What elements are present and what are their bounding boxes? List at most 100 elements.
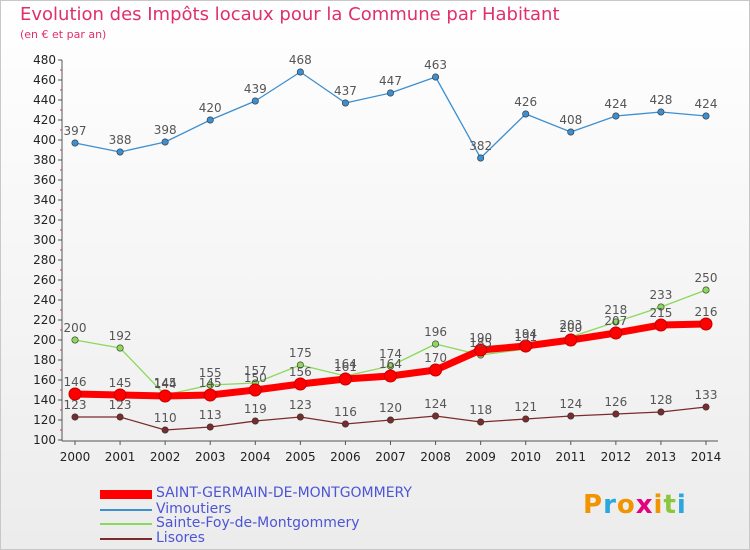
- data-point-3: [296, 413, 304, 421]
- data-point-1: [206, 116, 214, 124]
- data-label-3: 118: [469, 403, 492, 417]
- y-tick-label: 140: [33, 393, 56, 407]
- data-point-1: [341, 99, 349, 107]
- x-tick-label: 2000: [60, 450, 91, 464]
- y-tick-label: 100: [33, 433, 56, 447]
- y-tick-label: 200: [33, 333, 56, 347]
- data-label-3: 124: [559, 397, 582, 411]
- data-label-2: 164: [334, 357, 357, 371]
- data-point-0: [609, 326, 623, 340]
- data-label-3: 116: [334, 405, 357, 419]
- legend-label-saint-germain: SAINT-GERMAIN-DE-MONTGOMMERY: [156, 485, 412, 501]
- x-tick-label: 2011: [556, 450, 587, 464]
- data-point-0: [564, 333, 578, 347]
- data-label-0: 161: [334, 360, 357, 374]
- data-label-1: 388: [109, 133, 132, 147]
- logo-letter: i: [653, 490, 664, 520]
- data-label-1: 439: [244, 82, 267, 96]
- data-label-2: 250: [695, 271, 718, 285]
- data-label-3: 113: [199, 408, 222, 422]
- data-point-1: [161, 138, 169, 146]
- data-label-1: 437: [334, 84, 357, 98]
- legend-swatch-saint-germain: [100, 490, 152, 499]
- data-label-0: 207: [604, 314, 627, 328]
- data-point-1: [251, 97, 259, 105]
- data-label-1: 382: [469, 139, 492, 153]
- data-label-0: 216: [695, 305, 718, 319]
- x-tick-label: 2013: [646, 450, 677, 464]
- data-label-2: 218: [604, 303, 627, 317]
- legend-swatch-sainte-foy: [100, 523, 152, 525]
- data-label-1: 398: [154, 123, 177, 137]
- data-label-2: 157: [244, 364, 267, 378]
- data-label-3: 128: [649, 393, 672, 407]
- data-label-1: 424: [695, 97, 718, 111]
- x-tick-label: 2010: [510, 450, 541, 464]
- data-point-0: [384, 369, 397, 383]
- y-tick-label: 420: [33, 113, 56, 127]
- x-tick-label: 2006: [330, 450, 361, 464]
- y-tick-label: 320: [33, 213, 56, 227]
- chart-subtitle: (en € et par an): [20, 28, 107, 41]
- data-point-3: [702, 403, 710, 411]
- data-label-0: 164: [379, 357, 402, 371]
- data-point-2: [116, 344, 124, 352]
- data-point-3: [71, 413, 79, 421]
- proxiti-logo: Proxiti: [583, 490, 687, 520]
- chart-title: Evolution des Impôts locaux pour la Comm…: [20, 4, 560, 25]
- x-tick-label: 2002: [150, 450, 181, 464]
- data-point-2: [432, 340, 440, 348]
- x-tick-label: 2003: [195, 450, 226, 464]
- data-point-3: [161, 426, 169, 434]
- data-label-2: 145: [154, 376, 177, 390]
- data-point-0: [338, 372, 352, 386]
- x-tick-label: 2009: [465, 450, 496, 464]
- data-point-0: [519, 339, 533, 353]
- data-label-0: 190: [469, 331, 492, 345]
- x-tick-label: 2012: [601, 450, 632, 464]
- y-tick-label: 400: [33, 133, 56, 147]
- data-label-1: 426: [514, 95, 537, 109]
- data-label-3: 119: [244, 402, 267, 416]
- x-tick-label: 2008: [420, 450, 451, 464]
- data-label-2: 185: [469, 336, 492, 350]
- data-label-2: 174: [379, 347, 402, 361]
- data-point-3: [432, 412, 440, 420]
- data-point-0: [68, 387, 82, 401]
- data-label-2: 233: [649, 288, 672, 302]
- data-label-3: 123: [289, 398, 312, 412]
- x-tick-label: 2014: [691, 450, 722, 464]
- data-point-1: [296, 68, 304, 76]
- data-label-1: 424: [604, 97, 627, 111]
- data-point-1: [386, 89, 394, 97]
- logo-letter: t: [663, 490, 677, 520]
- data-point-3: [612, 410, 620, 418]
- y-tick-label: 480: [33, 53, 56, 67]
- y-tick-label: 180: [33, 353, 56, 367]
- data-point-2: [386, 362, 394, 370]
- y-tick-label: 340: [33, 193, 56, 207]
- data-label-2: 200: [64, 321, 87, 335]
- y-tick-label: 300: [33, 233, 56, 247]
- data-label-1: 463: [424, 58, 447, 72]
- data-label-3: 123: [109, 398, 132, 412]
- logo-letter: o: [616, 490, 636, 520]
- data-point-2: [657, 303, 665, 311]
- x-tick-label: 2001: [105, 450, 136, 464]
- data-point-0: [474, 343, 488, 357]
- data-label-0: 146: [64, 375, 87, 389]
- data-point-0: [429, 363, 443, 377]
- data-point-1: [116, 148, 124, 156]
- y-tick-label: 440: [33, 93, 56, 107]
- y-tick-label: 360: [33, 173, 56, 187]
- data-label-1: 428: [649, 93, 672, 107]
- logo-letter: i: [676, 490, 687, 520]
- data-point-2: [296, 361, 304, 369]
- x-tick-label: 2004: [240, 450, 271, 464]
- data-label-2: 203: [559, 318, 582, 332]
- data-label-0: 144: [154, 377, 177, 391]
- legend-label-vimoutiers: Vimoutiers: [156, 501, 232, 517]
- data-label-1: 447: [379, 74, 402, 88]
